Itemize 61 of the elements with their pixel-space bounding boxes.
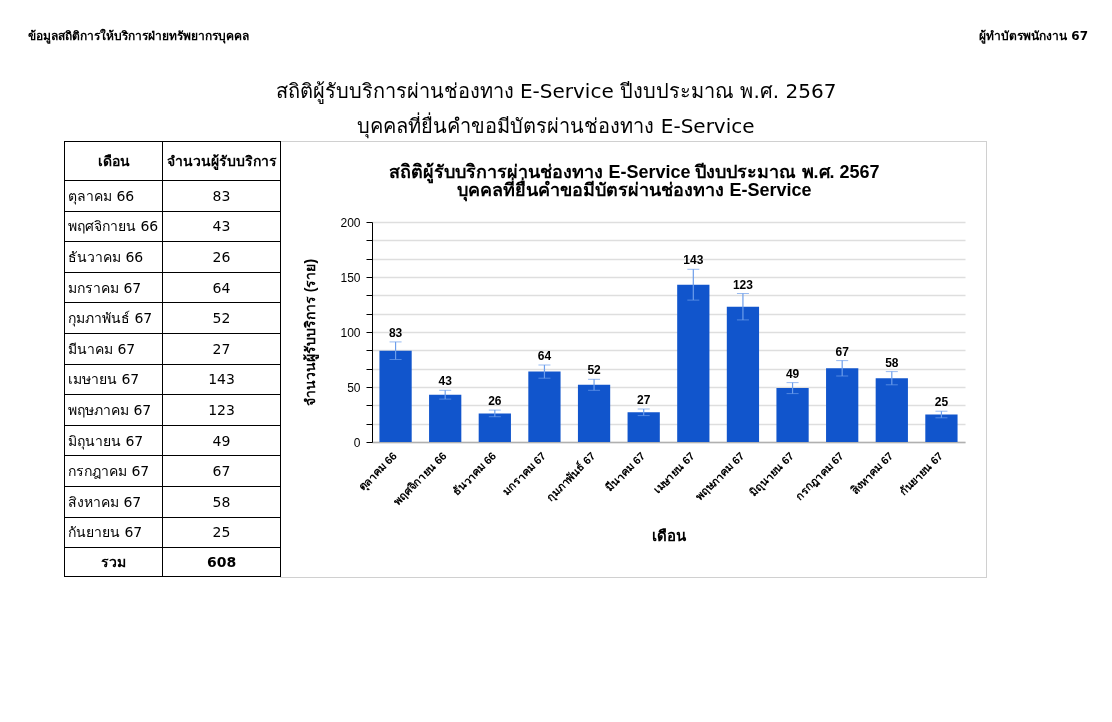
data-label: 143 — [683, 253, 704, 268]
text: บุคคลที่ยื่นคำขอมีบัตรผ่านช่องทาง E-Service — [357, 114, 755, 138]
category-label: มีนาคม 67 — [64, 333, 163, 365]
text: เดือน — [64, 141, 163, 181]
data-label: 52 — [162, 302, 281, 334]
data-label: 58 — [885, 355, 899, 370]
category-label: มกราคม 67 — [64, 272, 163, 303]
x-axis-title: เดือน — [652, 527, 687, 545]
data-label: 27 — [637, 393, 651, 407]
bar — [577, 384, 611, 442]
data-label: 25 — [934, 395, 949, 410]
data-label: 49 — [785, 366, 800, 381]
bar — [478, 413, 511, 442]
y-tick-label: 200 — [340, 215, 361, 230]
category-label: กันยายน 67 — [64, 517, 163, 548]
data-label: 67 — [162, 455, 281, 487]
data-label: 26 — [488, 394, 502, 409]
bar — [875, 378, 908, 442]
chart-title: สถิติผู้รับบริการผ่านช่องทาง E-Service ปีงบประมาณ พ.ศ. 2567 — [275, 79, 837, 103]
data-label: 143 — [162, 364, 281, 395]
data-label: 58 — [162, 486, 281, 518]
data-label: 27 — [162, 333, 281, 365]
y-axis-title: จำนวนผู้รับบริการ (ราย) — [302, 258, 320, 407]
data-label: 43 — [438, 374, 453, 389]
bar — [726, 306, 760, 442]
category-label: มิถุนายน 67 — [64, 425, 163, 456]
data-label: 67 — [835, 344, 850, 359]
y-tick-label: 0 — [353, 435, 361, 450]
category-label: พฤศจิกายน 66 — [64, 211, 163, 242]
bar — [627, 412, 660, 442]
bar — [925, 414, 958, 442]
data-label: 123 — [162, 394, 281, 426]
data-label: 43 — [162, 211, 281, 242]
data-label: 25 — [162, 517, 281, 548]
data-label: 49 — [162, 425, 281, 456]
bar — [677, 284, 710, 442]
text: 608 — [162, 547, 281, 577]
data-label: 83 — [388, 325, 403, 340]
text: ข้อมูลสถิติการให้บริการฝ่ายทรัพยากรบุคคล — [28, 27, 249, 45]
y-tick-label: 100 — [340, 325, 361, 340]
category-label: พฤษภาคม 67 — [64, 394, 163, 426]
y-tick-label: 50 — [347, 380, 361, 395]
text: รวม — [64, 547, 163, 577]
bar — [528, 371, 561, 442]
bar — [379, 350, 412, 442]
category-label: ตุลาคม 66 — [64, 180, 163, 212]
category-label: ธันวาคม 66 — [64, 241, 163, 273]
y-tick-label: 150 — [340, 270, 361, 285]
data-label: 64 — [537, 349, 552, 363]
data-label: 64 — [162, 272, 281, 303]
data-label: 26 — [162, 241, 281, 273]
bar — [429, 394, 462, 442]
data-label: 83 — [162, 180, 281, 212]
category-label: เมษายน 67 — [64, 364, 163, 395]
text: ผู้ทำบัตรพนักงาน 67 — [979, 28, 1088, 45]
bar — [776, 388, 809, 442]
category-label: กุมภาพันธ์ 67 — [64, 302, 163, 334]
text: จำนวนผู้รับบริการ — [162, 141, 281, 181]
data-label: 52 — [587, 363, 602, 378]
bar — [826, 368, 859, 442]
data-label: 123 — [732, 277, 754, 292]
